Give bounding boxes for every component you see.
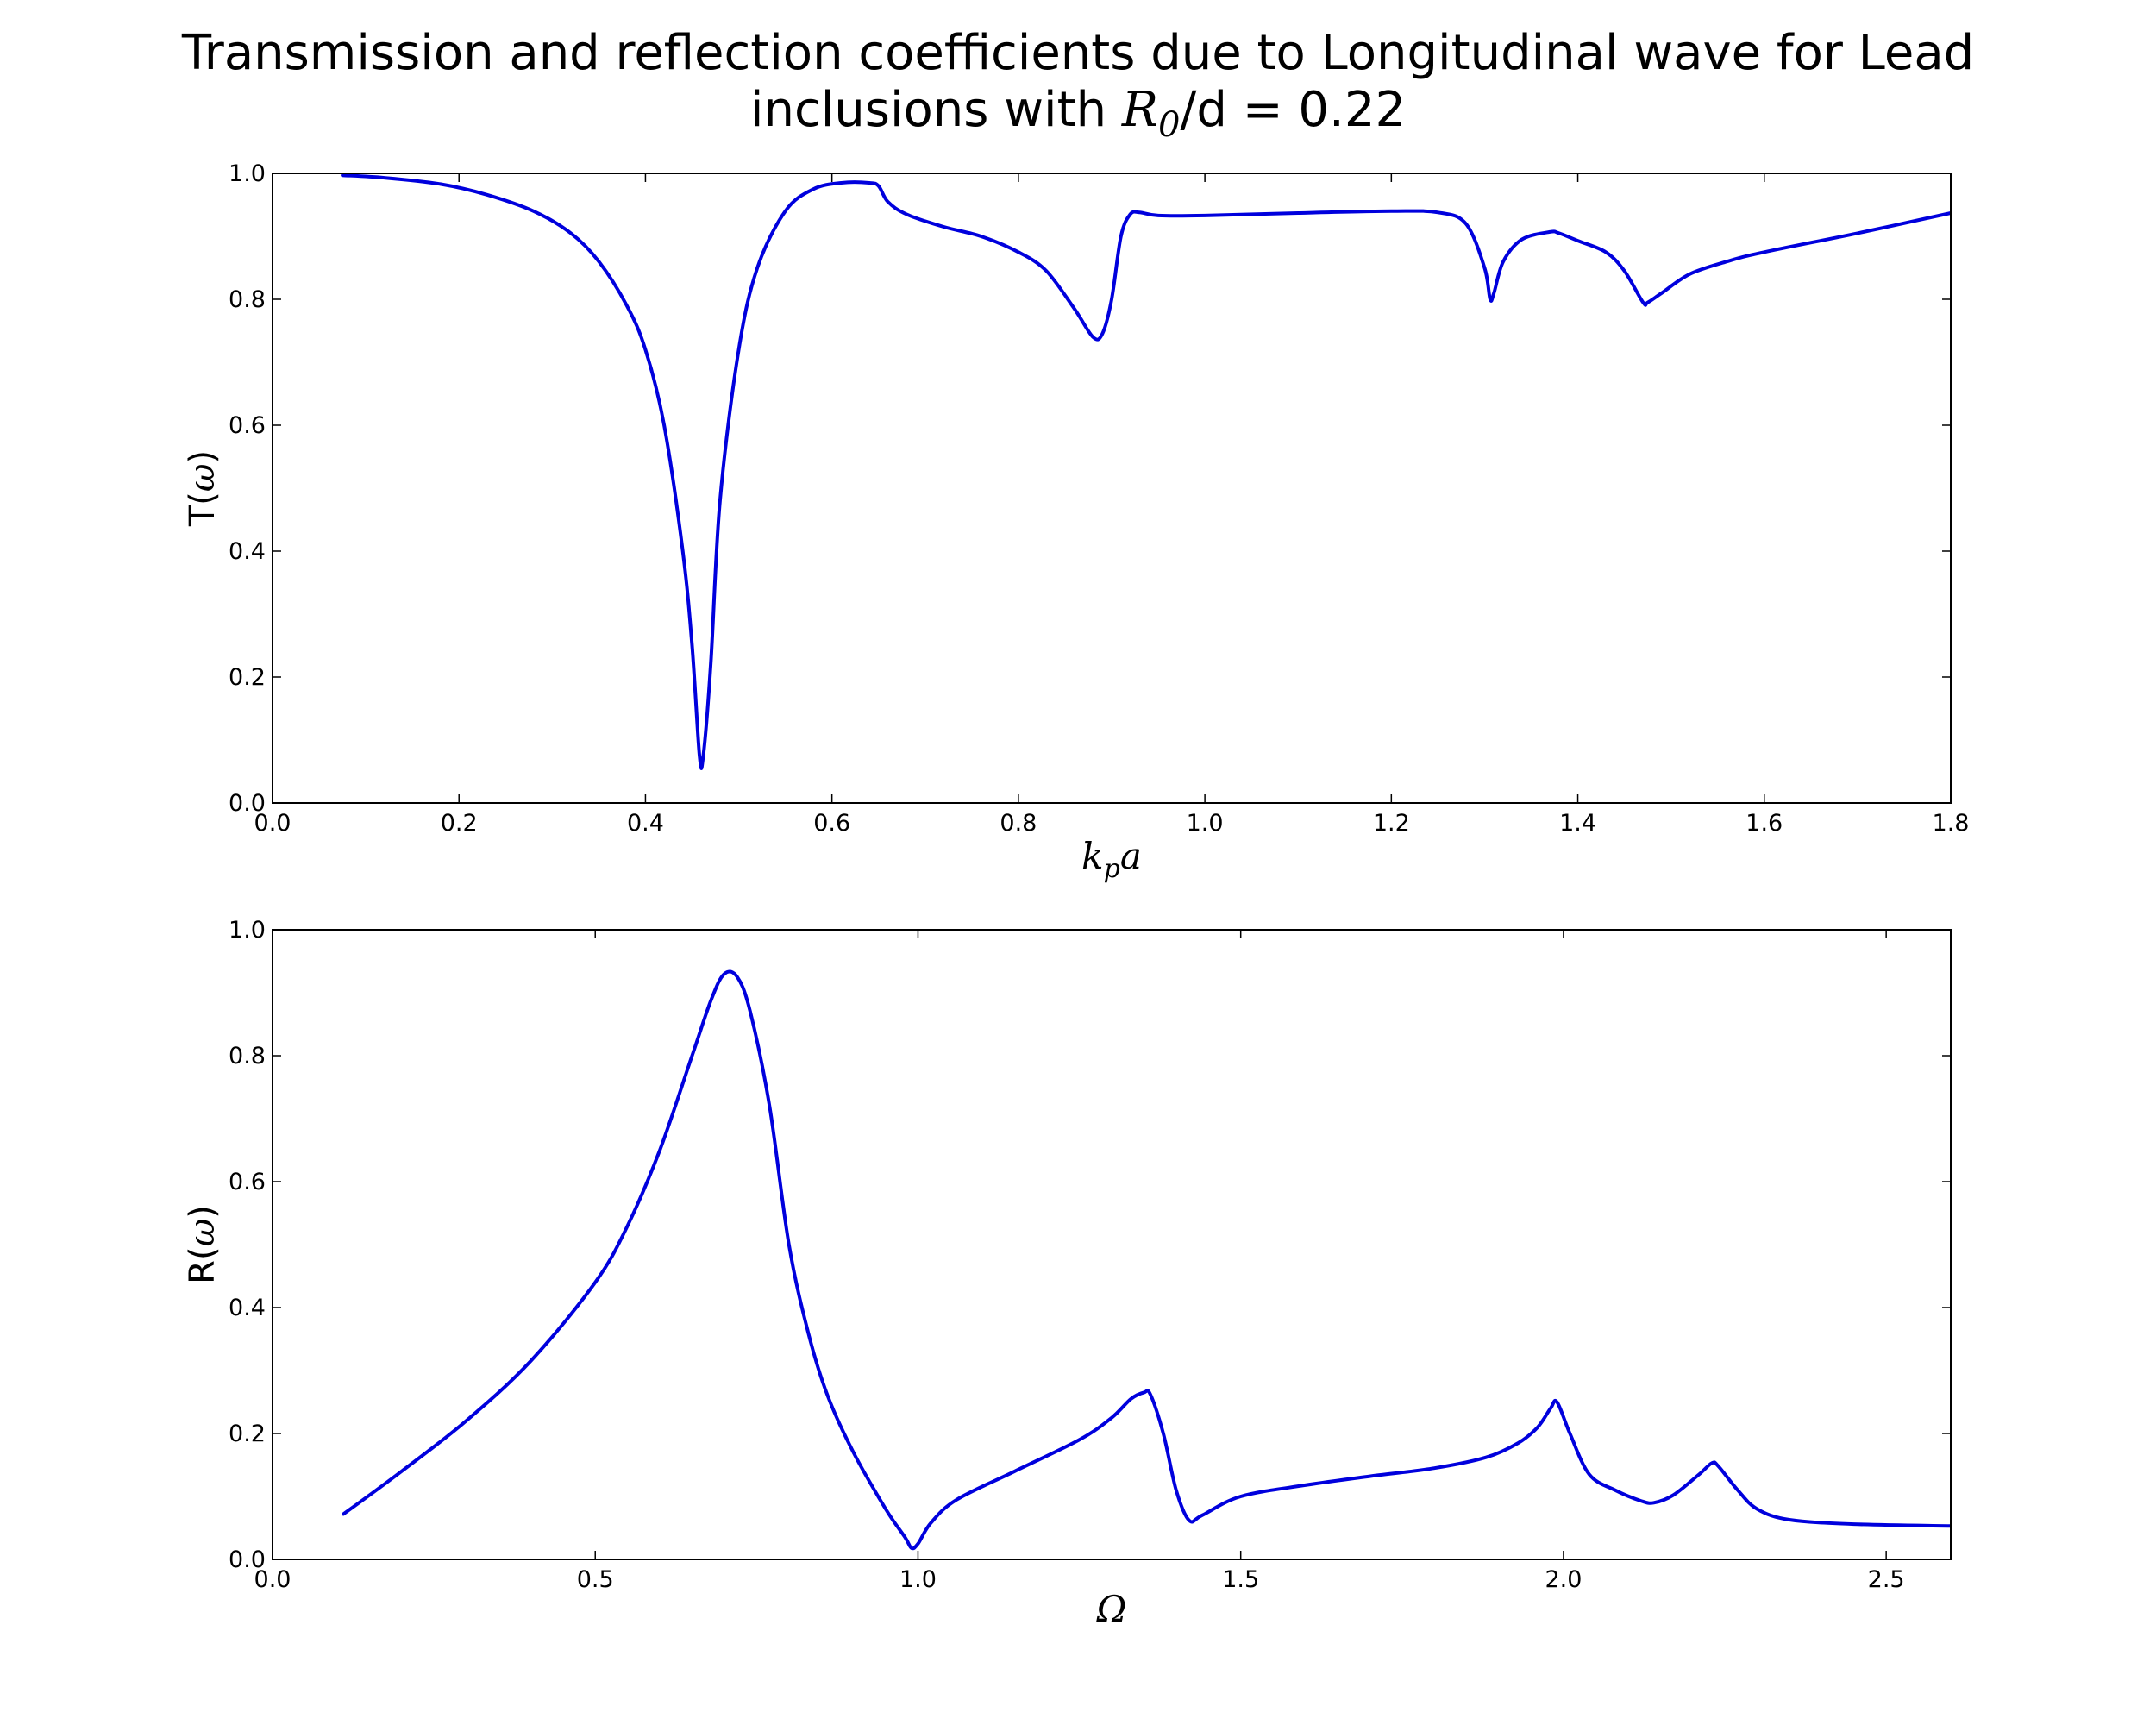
reflection-axes-frame [272,929,1952,1560]
transmission-y-tick-label: 0.8 [229,286,266,313]
title-prefix: inclusions with [750,82,1122,138]
reflection-x-tick-label: 0.5 [577,1566,614,1593]
transmission-x-tick-label: 0.2 [441,810,478,837]
reflection-y-tick-label: 0.2 [229,1421,266,1447]
transmission-ticks: 0.0 0.2 0.4 0.6 0.8 1.0 1.2 1.4 1.6 1.8 0.0 0.2 0.4 0… [229,160,1969,837]
reflection-y-tick-label: 0.8 [229,1043,266,1070]
reflection-y-tick-label: 1.0 [229,917,266,944]
reflection-series-line [342,969,1952,1551]
transmission-axes-frame [272,172,1952,804]
transmission-x-tick-label: 0.0 [254,810,291,837]
reflection-y-tick-label: 0.0 [229,1546,266,1573]
reflection-y-axis-label: R(ω) [183,1205,222,1284]
transmission-y-tick-label: 1.0 [229,160,266,187]
reflection-x-tick-label: 2.5 [1868,1566,1905,1593]
title-suffix: /d = 0.22 [1180,82,1406,138]
reflection-x-tick-label: 0.0 [254,1566,291,1593]
reflection-x-tick-label: 2.0 [1545,1566,1582,1593]
transmission-x-tick-label: 1.2 [1373,810,1410,837]
reflection-ticks: 0.0 0.5 1.0 1.5 2.0 2.5 0.0 0.2 0.4 0.6 0.8 1.0 [229,917,1951,1593]
transmission-x-axis-label: kpa [1081,835,1142,884]
transmission-x-tick-label: 1.4 [1559,810,1596,837]
transmission-chart: 0.0 0.2 0.4 0.6 0.8 1.0 1.2 1.4 1.6 1.8 0.0 0.2 0.4 0… [183,160,1969,884]
reflection-chart: 0.0 0.5 1.0 1.5 2.0 2.5 0.0 0.2 0.4 0.6 0.8 1.0 Ω R… [183,917,1952,1630]
transmission-x-tick-label: 1.6 [1745,810,1783,837]
reflection-x-tick-label: 1.0 [899,1566,937,1593]
transmission-x-tick-label: 0.6 [813,810,850,837]
transmission-x-tick-label: 1.0 [1187,810,1224,837]
reflection-x-axis-label: Ω [1096,1588,1127,1630]
figure-title-line-2: inclusions with R0/d = 0.22 [750,82,1406,145]
reflection-x-tick-label: 1.5 [1222,1566,1259,1593]
transmission-x-tick-label: 0.4 [627,810,664,837]
reflection-y-tick-label: 0.4 [229,1295,266,1321]
title-math-subscript: 0 [1158,105,1180,145]
transmission-y-axis-label: T(ω) [183,450,222,527]
reflection-y-tick-label: 0.6 [229,1169,266,1195]
transmission-y-tick-label: 0.2 [229,664,266,691]
transmission-y-tick-label: 0.4 [229,538,266,565]
transmission-y-tick-label: 0.6 [229,412,266,439]
transmission-x-tick-label: 0.8 [1000,810,1037,837]
transmission-y-tick-label: 0.0 [229,790,266,817]
figure-title-line-1: Transmission and reflection coefficients… [181,25,1974,81]
title-math-r: R [1121,82,1158,138]
transmission-series-line [341,173,1952,770]
transmission-x-tick-label: 1.8 [1933,810,1970,837]
